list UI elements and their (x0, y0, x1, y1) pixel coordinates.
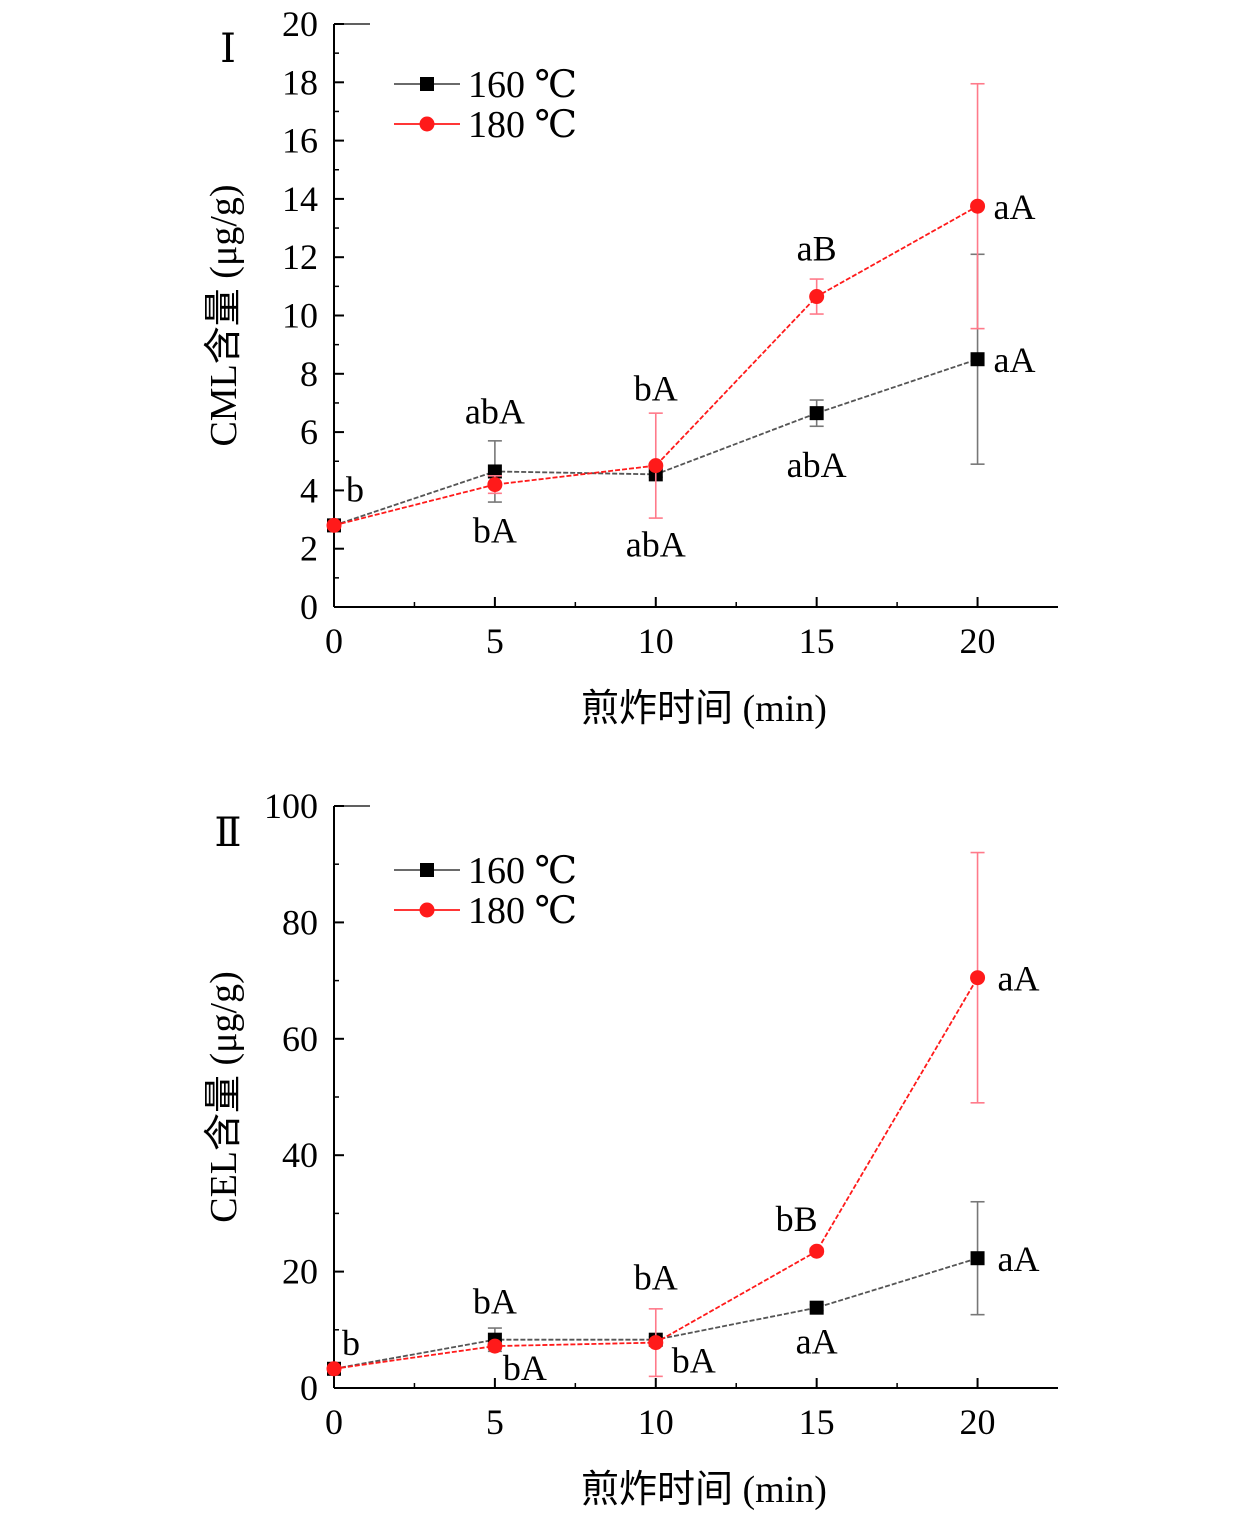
significance-label: aA (998, 959, 1040, 999)
data-point-circle (648, 1335, 664, 1351)
y-tick-label: 12 (282, 237, 318, 277)
y-tick-label: 100 (264, 786, 318, 826)
data-point-circle (809, 289, 825, 305)
x-tick-label: 15 (799, 621, 835, 661)
y-tick-label: 20 (282, 4, 318, 44)
y-axis-title: CML含量 (μg/g) (203, 184, 245, 446)
data-point-square (487, 464, 502, 479)
data-point-square (809, 406, 824, 421)
panel-label: Ⅰ (220, 26, 236, 71)
y-tick-label: 8 (300, 354, 318, 394)
y-tick-label: 80 (282, 902, 318, 942)
x-tick-label: 0 (325, 621, 343, 661)
legend-marker-square (420, 77, 434, 91)
legend-label: 180 ℃ (468, 890, 577, 932)
x-tick-label: 15 (799, 1402, 835, 1442)
significance-label: abA (787, 445, 847, 485)
panel-label: Ⅱ (214, 810, 241, 855)
y-tick-label: 16 (282, 121, 318, 161)
chart-panel-1: 0 2 4 6 8 10 12 14 16 18 20 0 5 10 15 20 煎炸时间 (min) CML含量… (203, 4, 1058, 730)
significance-label: aA (796, 1322, 838, 1362)
data-point-circle (487, 1338, 503, 1354)
data-point-circle (326, 1361, 342, 1377)
y-tick-label: 60 (282, 1019, 318, 1059)
significance-label: abA (465, 391, 525, 431)
data-point-square (970, 1251, 985, 1266)
x-tick-label: 20 (960, 621, 996, 661)
x-tick-label: 10 (638, 1402, 674, 1442)
y-tick-label: 0 (300, 587, 318, 627)
y-tick-label: 0 (300, 1368, 318, 1408)
legend-marker-square (420, 863, 434, 877)
legend-label: 160 ℃ (468, 64, 577, 106)
y-tick-label: 20 (282, 1252, 318, 1292)
x-tick-label: 0 (325, 1402, 343, 1442)
y-tick-label: 18 (282, 62, 318, 102)
data-point-circle (487, 477, 503, 493)
significance-label: bA (672, 1341, 716, 1381)
significance-label: aB (797, 229, 837, 269)
data-point-circle (809, 1243, 825, 1259)
significance-label: bA (503, 1348, 547, 1388)
y-tick-label: 40 (282, 1135, 318, 1175)
significance-label: b (342, 1323, 360, 1363)
x-axis-title: 煎炸时间 (min) (581, 688, 827, 730)
y-tick-label: 6 (300, 412, 318, 452)
y-tick-label: 10 (282, 296, 318, 336)
data-point-square (970, 352, 985, 367)
data-point-circle (648, 458, 664, 474)
y-tick-label: 14 (282, 179, 318, 219)
x-tick-label: 5 (486, 1402, 504, 1442)
significance-label: aA (994, 187, 1036, 227)
data-point-circle (970, 198, 986, 214)
legend-label: 180 ℃ (468, 104, 577, 146)
x-tick-label: 5 (486, 621, 504, 661)
legend-marker-circle (419, 902, 435, 918)
data-point-square (809, 1300, 824, 1315)
y-tick-label: 2 (300, 529, 318, 569)
significance-label: aA (994, 340, 1036, 380)
y-tick-label: 4 (300, 470, 318, 510)
legend-marker-circle (419, 116, 435, 132)
significance-label: bA (473, 1282, 517, 1322)
significance-label: aA (998, 1239, 1040, 1279)
legend-label: 160 ℃ (468, 850, 577, 892)
significance-label: abA (626, 524, 686, 564)
significance-label: bA (634, 1258, 678, 1298)
data-point-circle (326, 517, 342, 533)
chart-panel-2: 0 20 40 60 80 100 0 5 10 15 20 煎炸时间 (min) CEL含量 (μg/… (203, 786, 1058, 1511)
significance-label: bA (634, 369, 678, 409)
significance-label: b (346, 469, 364, 509)
y-axis-title: CEL含量 (μg/g) (203, 971, 245, 1223)
x-tick-label: 10 (638, 621, 674, 661)
x-tick-label: 20 (960, 1402, 996, 1442)
significance-label: bB (776, 1199, 818, 1239)
data-point-circle (970, 970, 986, 986)
x-axis-title: 煎炸时间 (min) (581, 1469, 827, 1511)
significance-label: bA (473, 511, 517, 551)
